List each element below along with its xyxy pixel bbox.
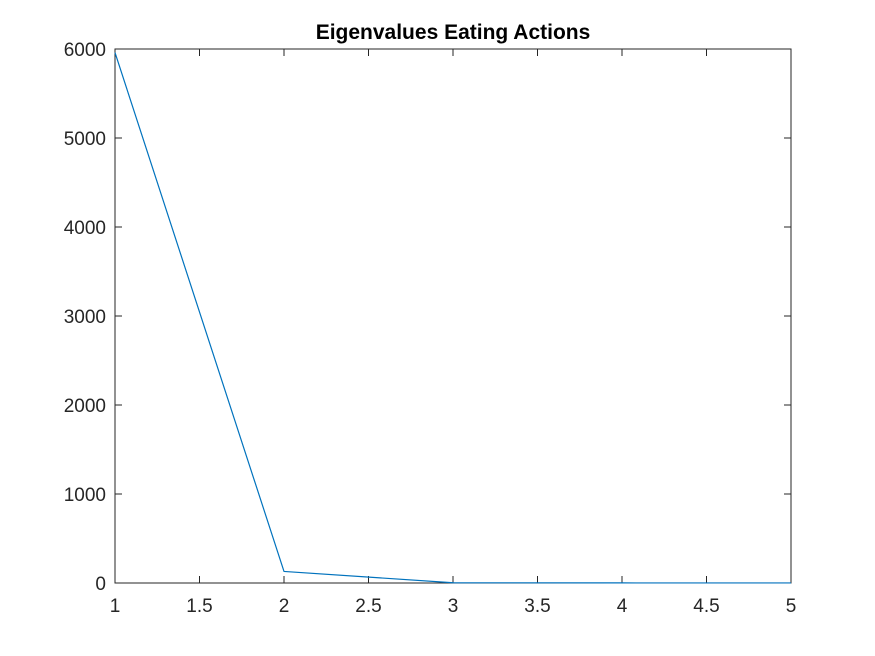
series-line — [114, 52, 792, 584]
y-tick-label: 6000 — [64, 40, 106, 61]
x-tick-label: 3.5 — [524, 596, 550, 617]
x-tick-label: 2 — [279, 596, 290, 617]
x-tick-label: 3 — [448, 596, 459, 617]
x-tick-label: 1.5 — [186, 596, 212, 617]
x-tick-label: 4 — [617, 596, 628, 617]
x-tick-label: 4.5 — [693, 596, 719, 617]
y-tick-label: 4000 — [64, 218, 106, 239]
plot-area: 1 1.5 2 2.5 3 3.5 4 4.5 5 0 1000 2000 3000 4000 5000 60… — [64, 40, 797, 617]
x-tick-label: 1 — [110, 596, 121, 617]
y-tick-label: 2000 — [64, 396, 106, 417]
x-tick-label: 5 — [786, 596, 797, 617]
y-tick-label: 1000 — [64, 485, 106, 506]
y-tick-label: 3000 — [64, 307, 106, 328]
axes-box — [114, 48, 792, 584]
y-tick-label: 0 — [95, 574, 106, 595]
x-tick-label: 2.5 — [355, 596, 381, 617]
chart-title: Eigenvalues Eating Actions — [316, 21, 591, 44]
y-tick-label: 5000 — [64, 129, 106, 150]
